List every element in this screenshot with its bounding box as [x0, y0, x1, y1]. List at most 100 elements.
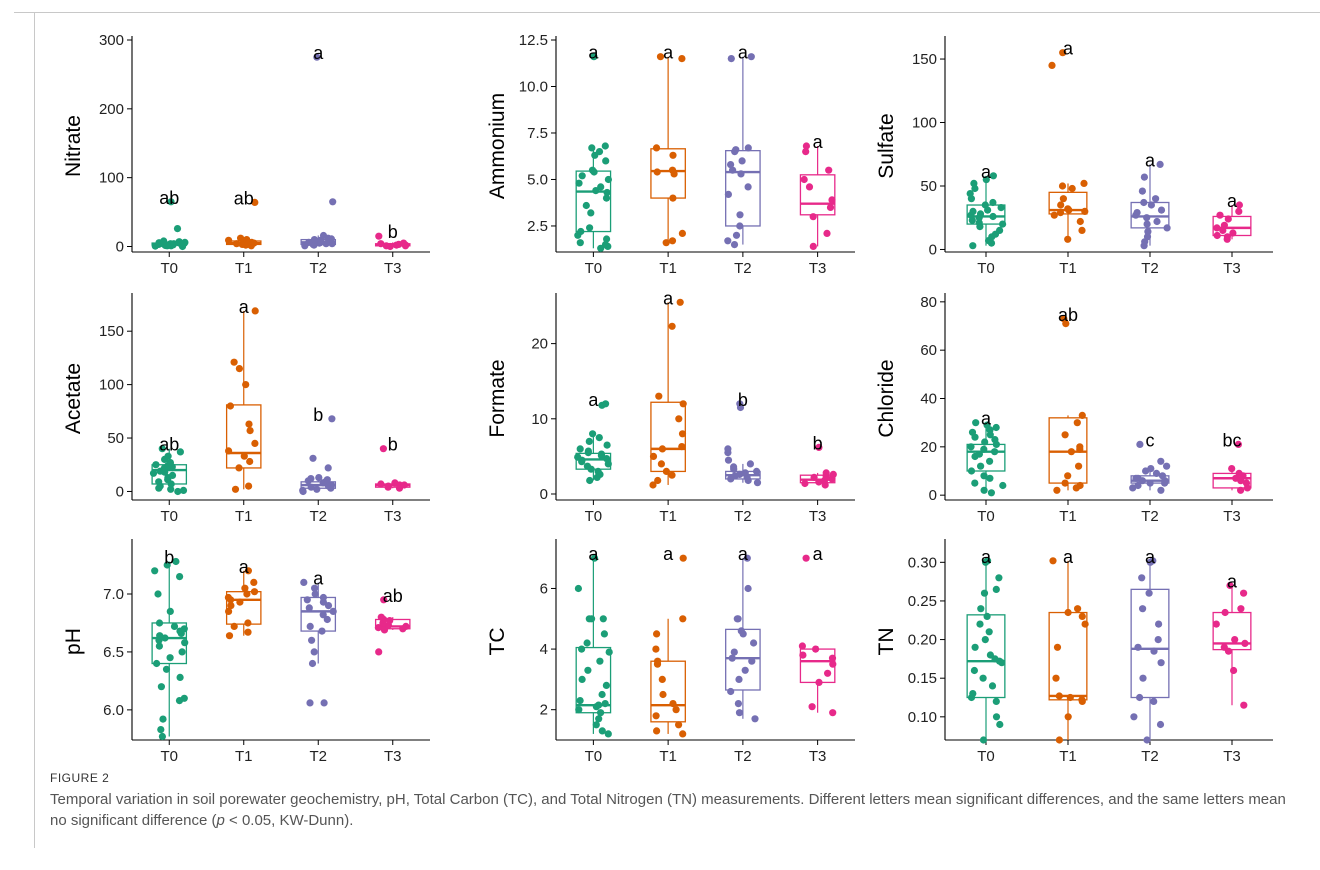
- data-point: [320, 699, 328, 707]
- x-tick-label: T1: [659, 748, 677, 765]
- data-point: [679, 615, 687, 623]
- x-tick-label: T1: [1059, 748, 1077, 765]
- data-point: [679, 730, 687, 738]
- data-point: [829, 709, 837, 717]
- data-point: [802, 554, 810, 562]
- y-axis-title: Sulfate: [875, 113, 898, 178]
- significance-letter: a: [313, 568, 324, 588]
- data-point: [653, 630, 661, 638]
- data-point: [982, 176, 990, 184]
- data-point: [1147, 465, 1155, 473]
- data-point: [800, 175, 808, 184]
- data-point: [375, 648, 383, 656]
- data-point: [653, 727, 661, 735]
- y-tick-label: 300: [99, 32, 124, 49]
- data-point: [1067, 448, 1075, 456]
- x-tick-label: T3: [1223, 748, 1241, 765]
- x-tick-label: T2: [734, 508, 752, 525]
- data-point: [737, 170, 745, 178]
- data-point: [675, 721, 683, 729]
- significance-letter: a: [1227, 191, 1238, 211]
- data-point: [649, 452, 658, 460]
- data-point: [1064, 472, 1072, 480]
- data-point: [828, 196, 836, 204]
- data-point: [1163, 224, 1171, 232]
- data-point: [1075, 462, 1083, 470]
- data-point: [242, 381, 250, 389]
- data-point: [585, 437, 593, 445]
- data-point: [1163, 462, 1171, 470]
- figure-caption: Temporal variation in soil porewater geo…: [50, 789, 1300, 831]
- data-point: [812, 645, 820, 653]
- y-tick-label: 6.0: [103, 702, 124, 719]
- data-point: [590, 53, 598, 61]
- data-point: [597, 450, 606, 458]
- data-point: [179, 240, 187, 248]
- data-point: [1064, 205, 1072, 213]
- data-point: [1144, 228, 1152, 236]
- data-point: [588, 144, 596, 152]
- data-point: [976, 620, 984, 628]
- caption-text-end: < 0.05, KW-Dunn).: [224, 812, 354, 829]
- data-point: [159, 715, 167, 723]
- data-point: [176, 673, 184, 682]
- data-point: [969, 690, 977, 698]
- data-point: [164, 452, 172, 460]
- panel-formate: 0 10 20 Formate T0 a T1 a T2 b T3 b: [486, 288, 855, 525]
- data-point: [980, 589, 989, 597]
- significance-letter: a: [663, 288, 674, 308]
- panel-tn: 0.10 0.15 0.20 0.25 0.30 TN T0 a T1 a T2 a T3 a: [875, 539, 1273, 765]
- data-point: [310, 648, 318, 656]
- data-point: [590, 554, 599, 562]
- data-point: [1061, 479, 1069, 487]
- data-point: [969, 242, 977, 250]
- significance-letter: a: [738, 544, 749, 564]
- data-point: [225, 447, 233, 455]
- data-point: [582, 201, 590, 210]
- data-point: [662, 239, 670, 247]
- data-point: [1059, 49, 1067, 57]
- data-point: [662, 467, 671, 475]
- data-point: [244, 567, 252, 575]
- data-point: [1056, 209, 1065, 217]
- data-point: [969, 207, 977, 215]
- x-tick-label: T3: [384, 508, 402, 525]
- data-point: [970, 179, 978, 187]
- data-point: [724, 456, 733, 464]
- data-point: [991, 436, 999, 444]
- data-point: [1130, 713, 1138, 721]
- data-point: [589, 430, 597, 438]
- x-tick-label: T0: [160, 748, 178, 765]
- data-point: [743, 554, 751, 562]
- significance-letter: a: [588, 43, 599, 63]
- data-point: [1154, 636, 1162, 644]
- x-tick-label: T1: [659, 508, 677, 525]
- data-point: [678, 430, 687, 438]
- data-point: [179, 486, 188, 494]
- data-point: [1143, 220, 1151, 228]
- data-point: [753, 467, 761, 475]
- data-point: [305, 604, 313, 612]
- data-point: [308, 636, 316, 644]
- data-point: [989, 172, 998, 180]
- data-point: [1220, 221, 1228, 229]
- data-point: [656, 53, 665, 61]
- box-t3: [1212, 472, 1252, 489]
- data-point: [158, 445, 166, 453]
- data-point: [1052, 674, 1060, 682]
- data-point: [157, 726, 165, 734]
- significance-letter: a: [663, 544, 674, 564]
- data-point: [174, 487, 182, 496]
- y-tick-label: 0: [929, 487, 937, 504]
- data-point: [798, 642, 807, 650]
- data-point: [829, 470, 837, 478]
- data-point: [736, 400, 744, 408]
- data-point: [989, 212, 997, 221]
- y-tick-label: 0: [116, 238, 124, 255]
- significance-letter: ab: [159, 435, 179, 455]
- data-point: [823, 229, 831, 237]
- data-point: [329, 607, 337, 616]
- data-point: [313, 53, 321, 61]
- data-point: [586, 224, 594, 232]
- x-tick-label: T3: [384, 260, 402, 277]
